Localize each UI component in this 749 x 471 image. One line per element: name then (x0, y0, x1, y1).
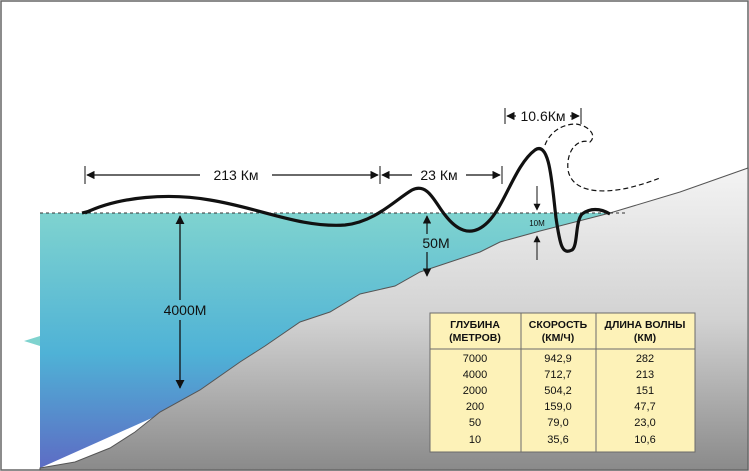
table-cell: 23,0 (634, 417, 655, 429)
table-cell: 4000 (463, 369, 487, 381)
depth-4000-label: 4000М (164, 302, 207, 318)
table-cell: 10,6 (634, 434, 655, 446)
table-cell: 151 (636, 385, 654, 397)
breaking-wave-outline (544, 123, 661, 192)
table-cell: 159,0 (544, 401, 572, 413)
span-213-label: 213 Км (213, 167, 258, 183)
table-header-wavelength-1: ДЛИНА ВОЛНЫ (605, 319, 686, 331)
table-cell: 504,2 (544, 385, 572, 397)
table-cell: 942,9 (544, 353, 572, 365)
break-mark (24, 336, 40, 346)
table-cell: 282 (636, 353, 654, 365)
table-cell: 2000 (463, 385, 487, 397)
wave-profile-left-dip (81, 209, 91, 215)
table-cell: 200 (466, 401, 484, 413)
table-header-wavelength-2: (КМ) (634, 332, 656, 344)
wave-profile (84, 146, 611, 253)
table-header-depth-1: ГЛУБИНА (450, 319, 500, 331)
height-10-label: 10М (529, 219, 545, 228)
table-cell: 50 (469, 417, 481, 429)
table-cell: 35,6 (547, 434, 568, 446)
span-10-6-label: 10.6Км (520, 108, 565, 124)
depth-50-label: 50М (422, 235, 449, 251)
table-cell: 47,7 (634, 401, 655, 413)
speed-table: ГЛУБИНА (МЕТРОВ) СКОРОСТЬ (КМ/Ч) ДЛИНА В… (429, 312, 696, 453)
span-23-label: 23 Км (420, 167, 457, 183)
table-header-speed-2: (КМ/Ч) (542, 332, 574, 344)
table-cell: 10 (469, 434, 481, 446)
table-cell: 213 (636, 369, 654, 381)
table-cell: 712,7 (544, 369, 572, 381)
table-header-speed-1: СКОРОСТЬ (529, 319, 588, 331)
table-background (429, 312, 696, 453)
table-cell: 79,0 (547, 417, 568, 429)
table-header-depth-2: (МЕТРОВ) (449, 332, 501, 344)
table-cell: 7000 (463, 353, 487, 365)
